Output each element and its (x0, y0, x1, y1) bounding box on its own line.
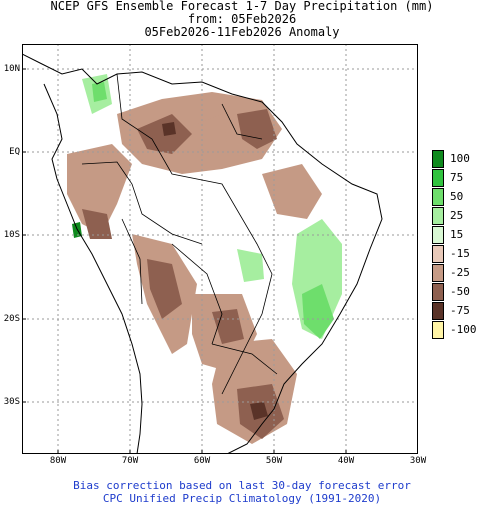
lat-label-20s: 20S (0, 314, 20, 324)
legend-swatch (432, 150, 444, 168)
legend-swatch (432, 245, 444, 263)
legend-label: -15 (450, 248, 470, 260)
legend-swatch (432, 188, 444, 206)
legend-swatch (432, 302, 444, 320)
legend-swatch (432, 321, 444, 339)
lon-label-30w: 30W (403, 456, 433, 466)
legend-swatch (432, 283, 444, 301)
legend-label: 100 (450, 153, 470, 165)
legend-label: -100 (450, 324, 477, 336)
lon-label-40w: 40W (331, 456, 361, 466)
lat-label-10n: 10N (0, 64, 20, 74)
legend-label: -50 (450, 286, 470, 298)
bias-correction-note: Bias correction based on last 30-day for… (0, 479, 484, 492)
legend-swatch (432, 169, 444, 187)
lon-label-80w: 80W (43, 456, 73, 466)
legend-swatch (432, 226, 444, 244)
legend-label: 50 (450, 191, 463, 203)
legend-swatch (432, 207, 444, 225)
climatology-note: CPC Unified Precip Climatology (1991-202… (0, 492, 484, 505)
lon-label-70w: 70W (115, 456, 145, 466)
lat-label-eq: EQ (0, 147, 20, 157)
precipitation-anomaly-map (22, 44, 418, 454)
legend-label: -75 (450, 305, 470, 317)
legend-swatch (432, 264, 444, 282)
lon-label-60w: 60W (187, 456, 217, 466)
lon-label-50w: 50W (259, 456, 289, 466)
legend-label: 25 (450, 210, 463, 222)
lat-label-30s: 30S (0, 397, 20, 407)
legend-label: 15 (450, 229, 463, 241)
legend-label: 75 (450, 172, 463, 184)
legend-label: -25 (450, 267, 470, 279)
anomaly-period: 05Feb2026-11Feb2026 Anomaly (0, 26, 484, 39)
lat-label-10s: 10S (0, 230, 20, 240)
